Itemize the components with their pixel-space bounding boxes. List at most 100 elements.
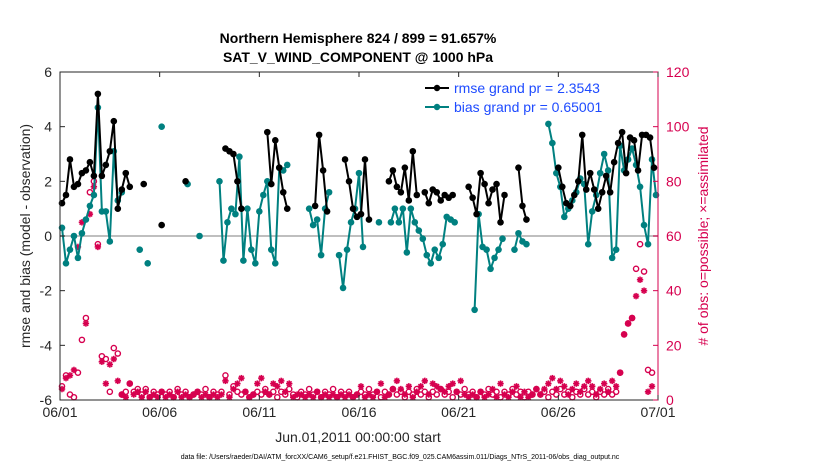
obs-assimilated-point — [278, 377, 285, 385]
bias-point — [224, 219, 231, 226]
obs-assimilated-point — [401, 391, 409, 398]
obs-possible-point — [640, 268, 648, 275]
asterisk-stroke — [485, 391, 492, 398]
x-tick-label: 06/26 — [541, 404, 576, 420]
asterisk-stroke — [274, 383, 281, 390]
asterisk-stroke — [489, 386, 496, 392]
asterisk-stroke — [509, 388, 516, 395]
x-tick-label: 06/06 — [142, 404, 177, 420]
bias-point — [636, 183, 644, 191]
obs-assimilated-point — [106, 361, 114, 368]
asterisk-stroke — [178, 394, 185, 401]
obs-assimilated-point — [604, 388, 612, 395]
bias-line — [61, 106, 123, 265]
rmse-point — [82, 167, 90, 174]
y-right-tick-label: 80 — [666, 173, 682, 189]
obs-assimilated-point — [577, 388, 584, 395]
bias-point — [78, 229, 86, 237]
bias-point — [236, 153, 243, 161]
bias-point — [483, 246, 490, 253]
obs-assimilated-point — [441, 388, 448, 395]
bias-point — [158, 123, 165, 130]
y-tick-label: 0 — [44, 228, 52, 244]
obs-possible-point — [600, 391, 608, 398]
rmse-point — [489, 186, 496, 193]
rmse-point — [606, 188, 614, 196]
asterisk-stroke — [505, 394, 512, 401]
asterisk-stroke — [537, 391, 544, 398]
asterisk-stroke — [350, 394, 356, 401]
bias-line — [547, 123, 657, 259]
asterisk-stroke — [589, 383, 596, 390]
rmse-point — [62, 191, 70, 199]
y-right-tick-label: 120 — [666, 64, 690, 80]
asterisk-stroke — [158, 388, 165, 395]
rmse-point — [323, 208, 331, 215]
bias-point — [375, 219, 383, 226]
rmse-point — [102, 161, 110, 169]
bias-point — [403, 249, 411, 256]
rmse-point — [271, 137, 279, 144]
bias-point — [523, 240, 530, 248]
asterisk-stroke — [306, 391, 313, 398]
rmse-point — [602, 172, 610, 180]
obs-assimilated-point — [357, 383, 365, 390]
obs-assimilated-point — [70, 366, 78, 374]
x-tick-label: 07/01 — [640, 404, 675, 420]
asterisk-stroke — [322, 391, 328, 398]
asterisk-stroke — [286, 380, 293, 387]
asterisk-stroke — [481, 394, 488, 401]
obs-assimilated-point — [541, 385, 548, 393]
obs-possible-point — [648, 369, 656, 376]
asterisk-stroke — [226, 394, 233, 401]
rmse-point — [421, 188, 429, 196]
rmse-point — [409, 147, 417, 155]
obs-assimilated-point — [461, 391, 468, 398]
asterisk-stroke — [577, 388, 584, 395]
obs-possible-point — [433, 391, 441, 398]
bias-point — [267, 246, 275, 253]
asterisk-stroke — [102, 380, 109, 387]
asterisk-stroke — [126, 380, 133, 387]
bias-point — [487, 265, 494, 273]
asterisk-stroke — [218, 391, 225, 398]
obs-assimilated-point — [393, 377, 401, 385]
asterisk-stroke — [397, 386, 404, 392]
asterisk-stroke — [433, 383, 440, 390]
rmse-point — [610, 158, 618, 166]
obs-assimilated-point — [608, 377, 616, 385]
rmse-point — [618, 128, 626, 136]
asterisk-stroke — [645, 388, 651, 395]
obs-assimilated-point — [589, 383, 596, 390]
bias-point — [612, 246, 620, 253]
obs-assimilated-point — [573, 380, 580, 387]
obs-assimilated-point — [585, 377, 592, 385]
asterisk-stroke — [533, 386, 540, 392]
asterisk-stroke — [71, 367, 77, 373]
bias-point — [399, 205, 407, 212]
rmse-point — [650, 164, 658, 171]
obs-assimilated-point — [636, 276, 644, 283]
asterisk-stroke — [561, 383, 568, 390]
rmse-point — [477, 169, 484, 177]
asterisk-stroke — [338, 391, 344, 398]
rmse-point — [437, 197, 445, 204]
obs-assimilated-point — [102, 380, 110, 387]
asterisk-stroke — [346, 391, 352, 398]
obs-assimilated-point — [417, 383, 424, 390]
bias-point — [271, 260, 279, 267]
bias-point — [604, 167, 612, 174]
asterisk-stroke — [266, 391, 273, 398]
obs-assimilated-point — [94, 243, 102, 251]
asterisk-stroke — [557, 377, 564, 384]
obs-assimilated-point — [489, 385, 496, 393]
asterisk-stroke — [637, 276, 643, 283]
obs-assimilated-point — [226, 394, 233, 401]
asterisk-stroke — [330, 391, 336, 398]
obs-assimilated-point — [254, 380, 261, 387]
rmse-point — [574, 178, 582, 185]
obs-assimilated-point — [537, 391, 544, 398]
obs-assimilated-point — [612, 383, 620, 390]
bias-point — [216, 178, 223, 185]
rmse-point — [86, 158, 94, 166]
